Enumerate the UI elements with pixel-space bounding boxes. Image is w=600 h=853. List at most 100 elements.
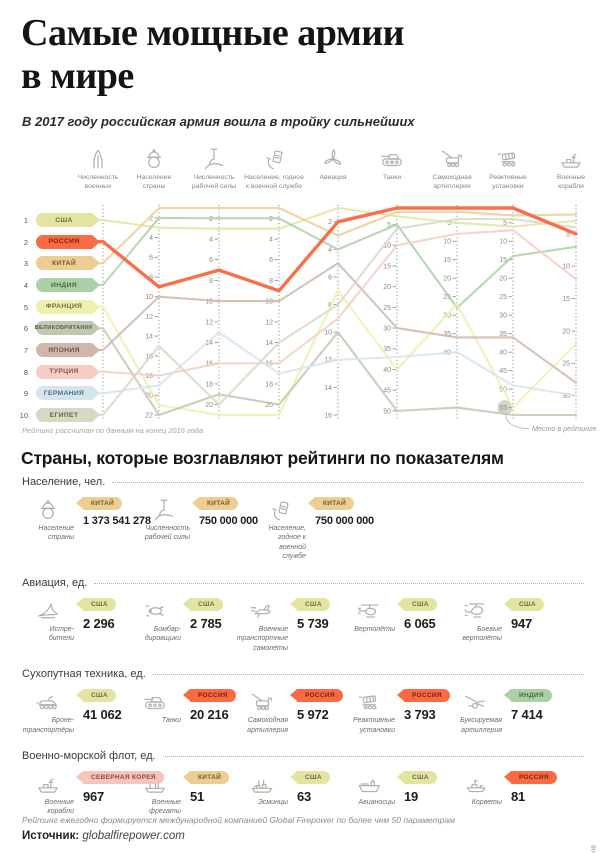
stat-group: Самоходная артиллерия РОССИЯ 5 972 [236, 689, 343, 735]
svg-text:10: 10 [145, 294, 153, 301]
stat-country-pill: РОССИЯ [183, 689, 236, 703]
svg-text:20: 20 [562, 328, 570, 335]
svg-text:30: 30 [562, 393, 570, 400]
labor-force-icon [201, 148, 227, 170]
rank-number: 8 [23, 367, 28, 377]
stat-label: Военные транспортные самолёты [236, 625, 288, 652]
svg-text:2: 2 [328, 219, 332, 226]
rank-number: 4 [23, 281, 28, 290]
svg-text:14: 14 [205, 340, 213, 347]
stat-value: 750 000 000 [315, 515, 374, 527]
stat-label: Боевые вертолёты [462, 625, 502, 643]
stat-group: Население, годное к военной службе КИТАЙ 750… [254, 497, 374, 562]
stat-label: Истре-бители [48, 625, 74, 643]
svg-text:20: 20 [499, 276, 507, 283]
stat-group: Корветы РОССИЯ 81 [450, 770, 557, 817]
towed-artillery-icon [450, 689, 502, 715]
svg-text:10: 10 [205, 299, 213, 306]
stat-label: Бомбар-дировщики [144, 625, 181, 643]
apc-icon [22, 689, 74, 715]
country-pill: КИТАЙ [36, 256, 100, 271]
metric-column-header: Реактивные установки [475, 146, 541, 192]
tank-icon [379, 150, 405, 167]
source-line: Источник: globalfirepower.com [22, 830, 185, 842]
country-pill: ЕГИПЕТ [36, 408, 100, 422]
leaders-row: Авиация, ед. Истре-бители США 2 296 Бомбар-д… [22, 577, 584, 653]
dotted-leader [94, 582, 584, 584]
stat-label: Реактивные установки [353, 717, 395, 734]
stat-label: Военные фрегаты [149, 798, 181, 816]
stat-value: 3 793 [404, 707, 436, 723]
population-icon [22, 497, 74, 523]
metric-column-header: Численность военных [65, 146, 131, 192]
stat-group: Истре-бители США 2 296 [22, 597, 129, 653]
stat-group: Танки РОССИЯ 20 216 [129, 689, 236, 735]
stat-label: Авианосцы [358, 798, 395, 806]
svg-text:35: 35 [499, 331, 507, 338]
stat-country-pill: США [290, 770, 330, 784]
metric-column-label: Реактивные установки [489, 174, 527, 190]
warship-icon [22, 771, 74, 797]
population-icon [141, 149, 167, 169]
metric-column-header: Самоходная артиллерия [419, 146, 485, 192]
leaders-rows: Население, чел. Население страны КИТАЙ 1 373… [22, 476, 584, 832]
rank-number: 9 [23, 389, 28, 399]
svg-text:10: 10 [499, 239, 507, 246]
metric-column-label: Военные корабли [556, 174, 586, 190]
svg-text:10: 10 [383, 243, 391, 250]
svg-text:15: 15 [383, 263, 391, 270]
soldiers-icon [85, 149, 111, 169]
svg-text:40: 40 [499, 350, 507, 357]
svg-text:20: 20 [265, 402, 273, 409]
svg-text:4: 4 [328, 247, 332, 254]
svg-text:18: 18 [205, 381, 213, 388]
dotted-leader [152, 674, 584, 676]
svg-text:45: 45 [499, 368, 507, 375]
stat-country-pill: СЕВЕРНАЯ КОРЕЯ [76, 770, 164, 784]
stat-label: Броне-транспортёры [22, 717, 74, 734]
source-label: Источник: [22, 830, 80, 842]
stat-group: Вертолёты США 6 065 [343, 597, 450, 653]
svg-text:15: 15 [499, 257, 507, 264]
country-pill: РОССИЯ [36, 234, 100, 249]
stat-label: Военные корабли [44, 798, 74, 816]
spg-icon [439, 150, 465, 168]
svg-text:6: 6 [149, 255, 153, 262]
svg-text:16: 16 [324, 412, 332, 419]
stat-value: 2 785 [190, 615, 222, 631]
stat-value: 41 062 [83, 707, 122, 723]
svg-text:10: 10 [324, 330, 332, 337]
rank-number: 1 [23, 216, 28, 225]
stat-country-pill: ИНДИЯ [504, 689, 552, 703]
svg-text:6: 6 [209, 257, 213, 264]
svg-text:30: 30 [499, 313, 507, 320]
aviation-icon [320, 149, 346, 167]
source-link[interactable]: globalfirepower.com [82, 830, 185, 842]
svg-text:16: 16 [145, 353, 153, 360]
spg-icon [236, 689, 288, 715]
fighter-icon [22, 598, 74, 624]
rank-number: 3 [23, 259, 28, 269]
svg-text:20: 20 [205, 402, 213, 409]
page-subtitle: В 2017 году российская армия вошла в тро… [22, 114, 415, 129]
stat-value: 51 [190, 788, 205, 804]
rank-number: 7 [23, 346, 28, 355]
svg-text:10: 10 [443, 239, 451, 246]
stat-label: Корветы [471, 798, 502, 806]
credits-vertical: Редактор: Светлана Прохорова. Дизайнер: … [590, 845, 597, 853]
stat-value: 967 [83, 788, 105, 804]
svg-text:6: 6 [328, 274, 332, 281]
svg-text:55: 55 [499, 405, 507, 412]
stat-value: 19 [404, 788, 419, 804]
svg-text:15: 15 [443, 257, 451, 264]
rank-number: 2 [23, 237, 28, 247]
metric-column-header: Численность рабочей силы [181, 146, 247, 192]
svg-text:20: 20 [443, 276, 451, 283]
stat-value: 750 000 000 [199, 515, 258, 527]
svg-text:4: 4 [209, 236, 213, 243]
svg-text:5: 5 [387, 222, 391, 229]
page-title: Самые мощные армии в мире [21, 12, 405, 97]
stat-country-pill: КИТАЙ [182, 770, 230, 784]
svg-text:18: 18 [265, 381, 273, 388]
svg-text:12: 12 [145, 314, 153, 321]
